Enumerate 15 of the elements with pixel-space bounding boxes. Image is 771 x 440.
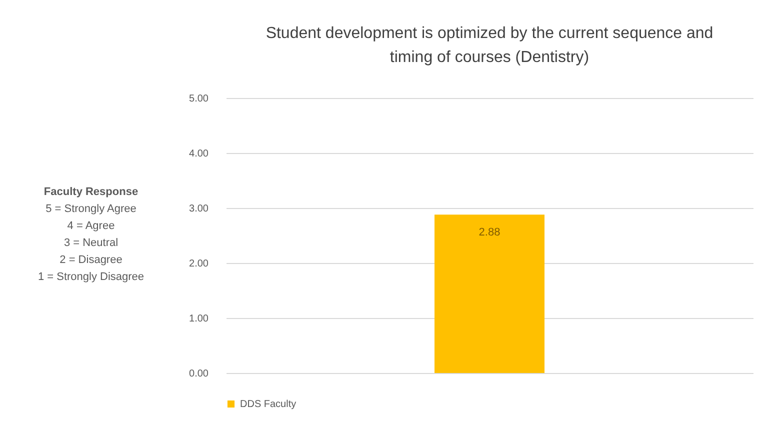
- text: 3 = Neutral: [62, 236, 120, 251]
- text: 5 = Strongly Agree: [44, 202, 138, 217]
- y-tick-label: 5.00: [189, 94, 209, 104]
- text: 1 = Strongly Disagree: [36, 270, 146, 285]
- y-tick-label: 4.00: [189, 148, 209, 160]
- y-tick-label: 0.00: [189, 368, 209, 380]
- text: 4 = Agree: [66, 219, 116, 234]
- y-tick-label: 3.00: [189, 204, 209, 214]
- data-label: 2.88: [478, 226, 500, 239]
- y-tick-label: 2.00: [189, 258, 209, 270]
- y-tick-label: 1.00: [189, 314, 209, 324]
- text: Faculty Response: [42, 185, 140, 200]
- chart-title: Student development is optimized by the current sequence and timing of courses (Dentistry): [266, 25, 714, 66]
- legend-label: DDS Faculty: [240, 399, 296, 410]
- text: 2 = Disagree: [58, 253, 124, 268]
